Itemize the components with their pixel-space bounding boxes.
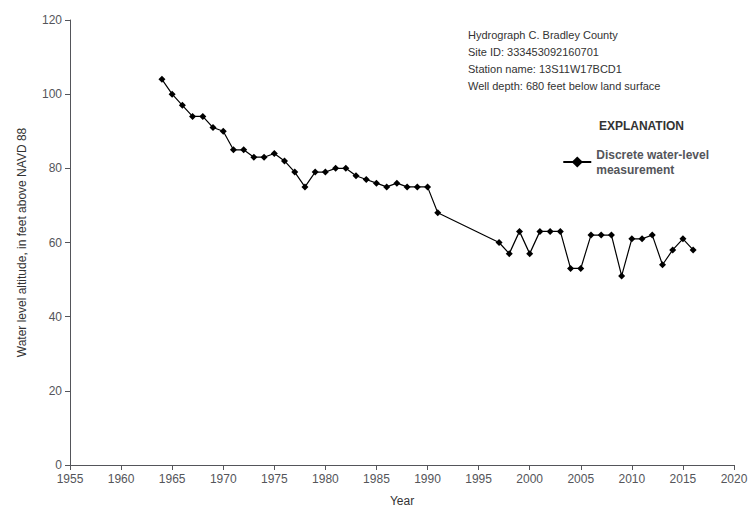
svg-text:40: 40 — [49, 310, 63, 324]
svg-text:1985: 1985 — [363, 472, 390, 486]
svg-text:EXPLANATION: EXPLANATION — [599, 119, 684, 133]
svg-text:Hydrograph C. Bradley County: Hydrograph C. Bradley County — [468, 29, 618, 41]
svg-text:Year: Year — [390, 494, 414, 508]
svg-text:Station name: 13S11W17BCD1: Station name: 13S11W17BCD1 — [468, 63, 622, 75]
svg-text:2000: 2000 — [516, 472, 543, 486]
svg-text:Site ID: 333453092160701: Site ID: 333453092160701 — [468, 46, 599, 58]
svg-text:Water level altitude, in feet: Water level altitude, in feet above NAVD… — [15, 127, 29, 357]
svg-text:100: 100 — [42, 87, 62, 101]
svg-text:2020: 2020 — [721, 472, 748, 486]
svg-text:60: 60 — [49, 236, 63, 250]
svg-text:1995: 1995 — [465, 472, 492, 486]
svg-text:Well depth: 680 feet below lan: Well depth: 680 feet below land surface — [468, 80, 660, 92]
svg-text:120: 120 — [42, 13, 62, 27]
svg-text:1960: 1960 — [108, 472, 135, 486]
svg-text:1970: 1970 — [210, 472, 237, 486]
svg-text:80: 80 — [49, 161, 63, 175]
svg-text:1955: 1955 — [57, 472, 84, 486]
svg-text:1980: 1980 — [312, 472, 339, 486]
svg-text:1990: 1990 — [414, 472, 441, 486]
svg-text:20: 20 — [49, 384, 63, 398]
svg-text:0: 0 — [55, 458, 62, 472]
svg-text:1965: 1965 — [159, 472, 186, 486]
svg-text:2005: 2005 — [567, 472, 594, 486]
svg-text:measurement: measurement — [596, 163, 674, 177]
svg-text:Discrete water-level: Discrete water-level — [596, 148, 709, 162]
svg-text:2010: 2010 — [618, 472, 645, 486]
svg-text:2015: 2015 — [670, 472, 697, 486]
svg-text:1975: 1975 — [261, 472, 288, 486]
